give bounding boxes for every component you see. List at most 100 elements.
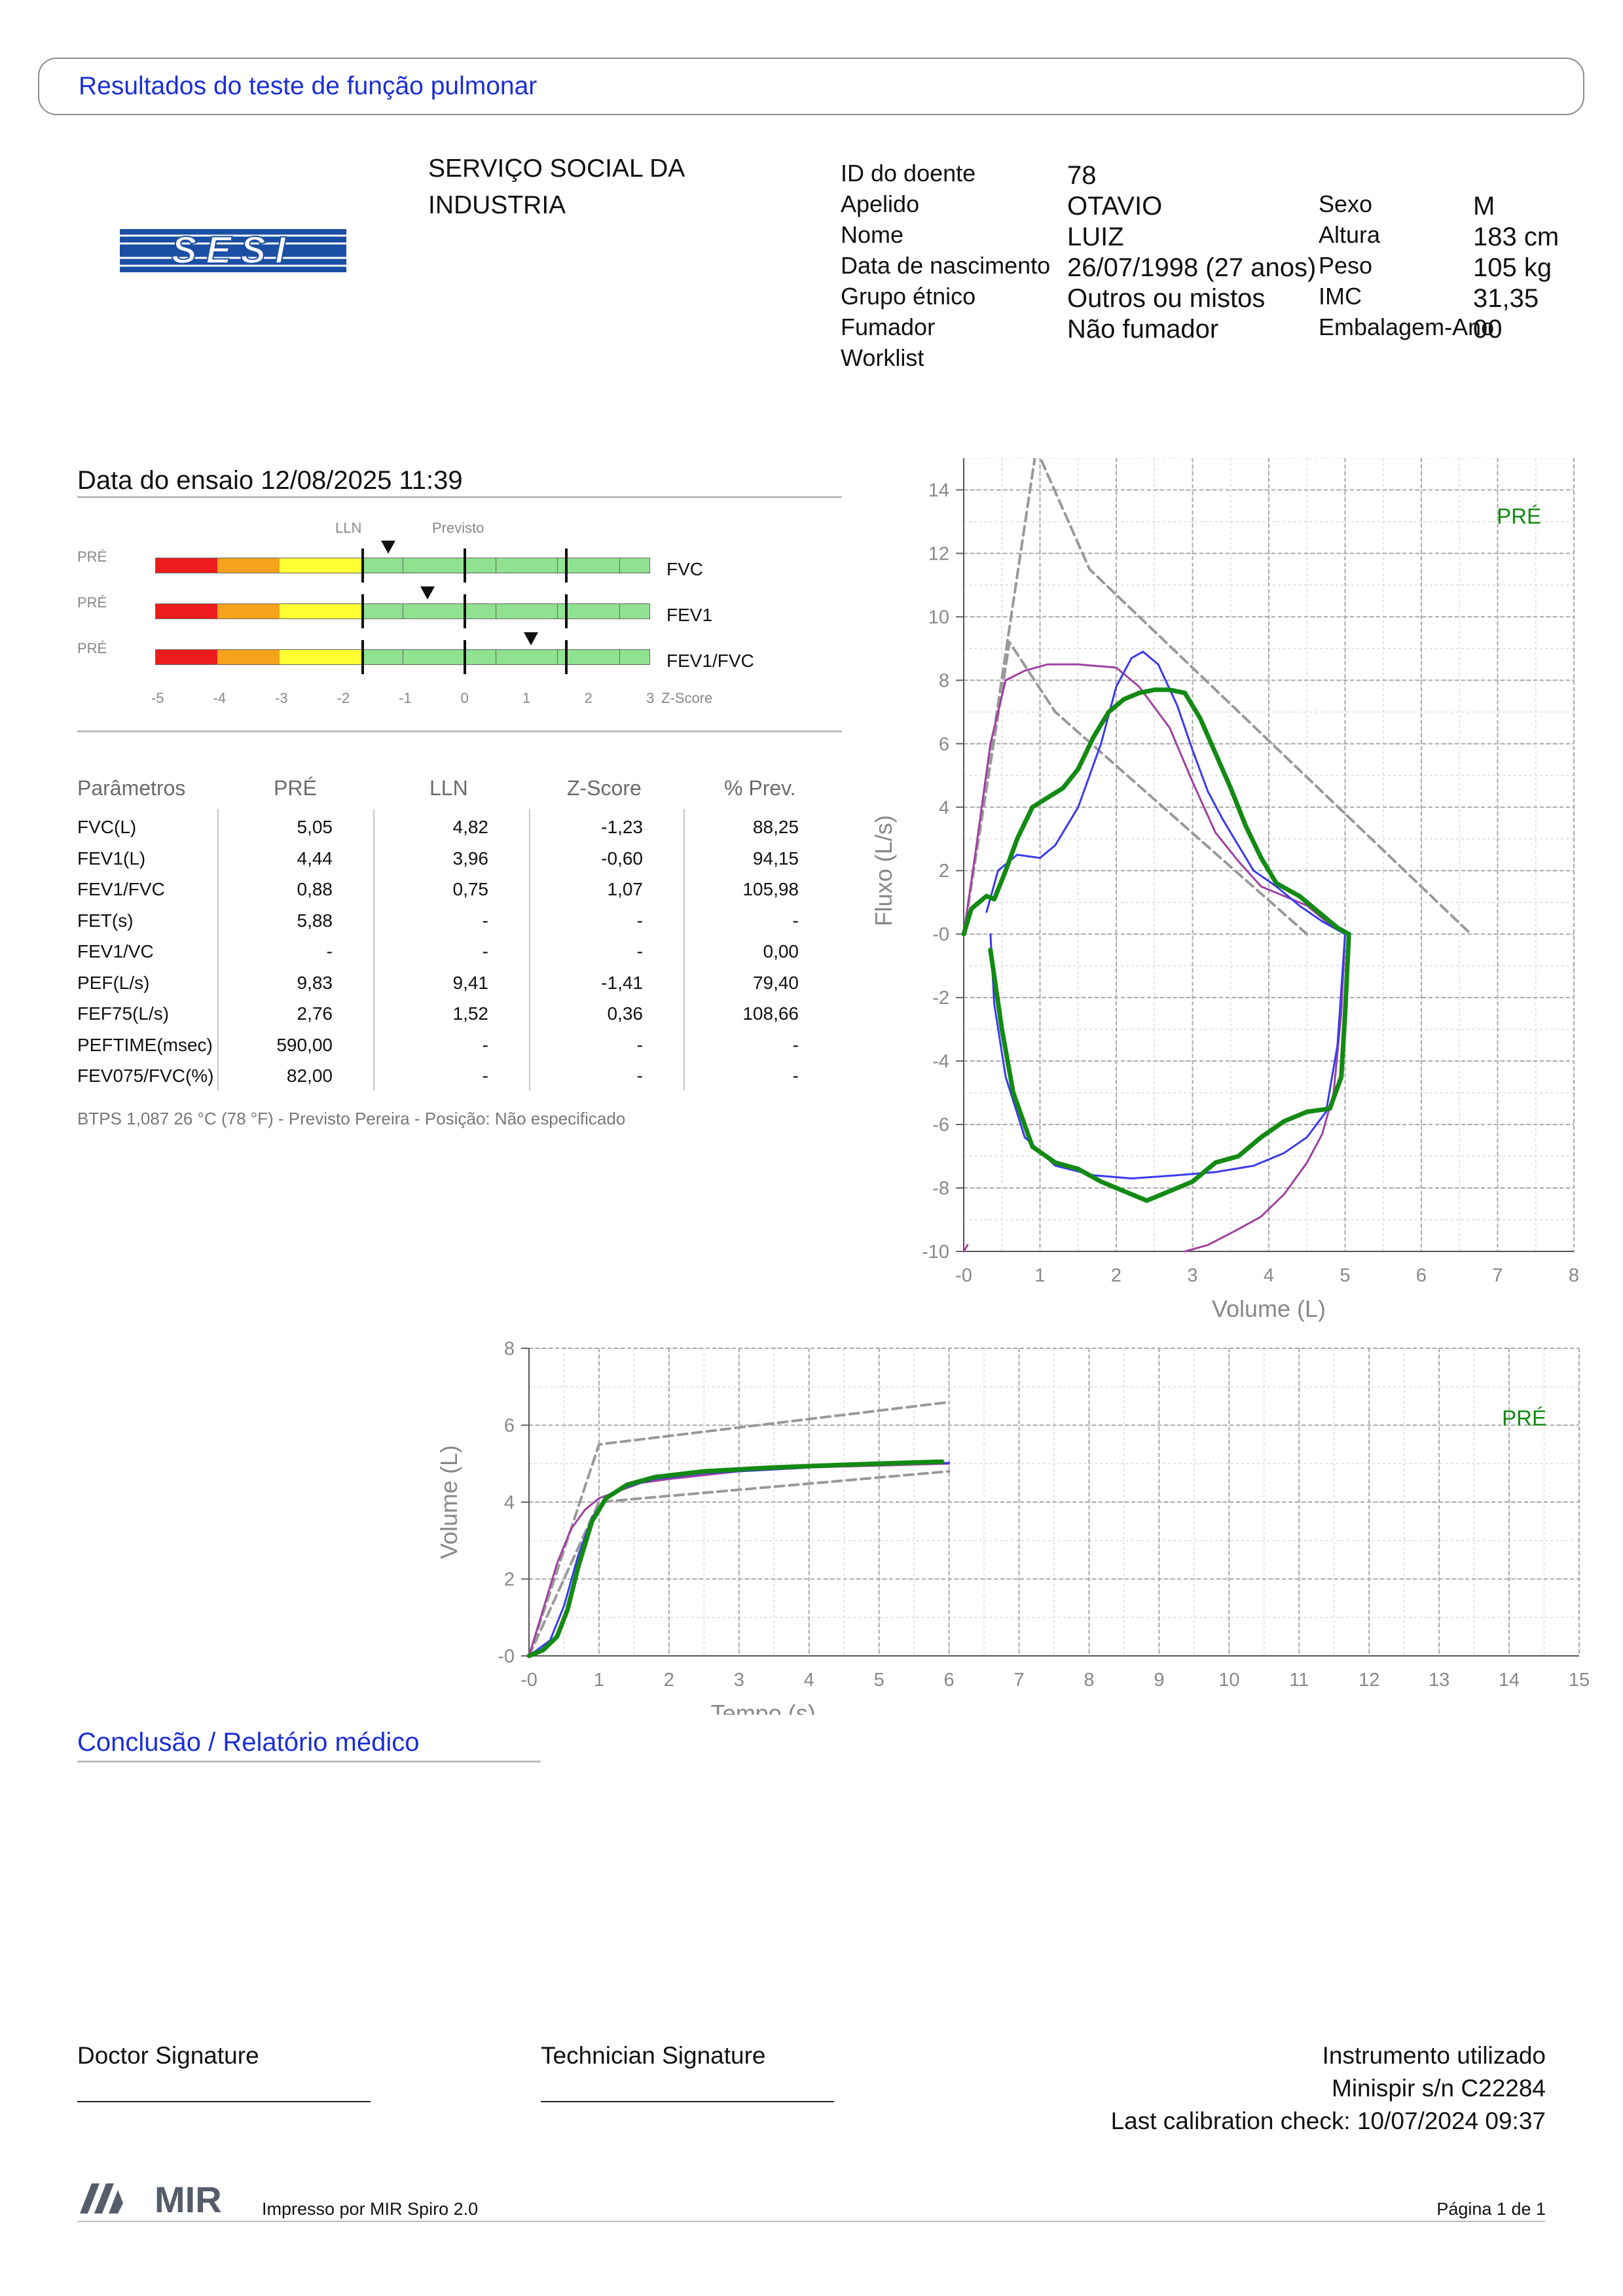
- patient-field-label: Nome: [841, 221, 904, 248]
- table-cell: 2,76: [297, 1003, 333, 1024]
- table-column-divider: [684, 809, 685, 1090]
- x-tick-label: 13: [1429, 1670, 1450, 1691]
- zscore-indicator-icon: [523, 632, 538, 645]
- table-cell: -: [636, 1066, 643, 1086]
- lln-label: LLN: [335, 520, 362, 536]
- table-cell: PEF(L/s): [77, 972, 150, 993]
- x-tick-label: 1: [1034, 1265, 1045, 1286]
- zscore-indicator-icon: [381, 541, 396, 554]
- table-cell: -: [326, 941, 333, 961]
- bar-phase-label: PRÉ: [77, 594, 107, 611]
- report-title: Resultados do teste de função pulmonar: [79, 72, 538, 100]
- trial-curve: [1184, 933, 1346, 1253]
- bar-phase-label: PRÉ: [77, 640, 107, 656]
- patient-field-value: Não fumador: [1067, 315, 1219, 344]
- table-cell: 0,00: [763, 941, 799, 961]
- bar-marker: [361, 548, 365, 583]
- table-cell: -1,41: [601, 972, 643, 993]
- table-cell: -: [482, 910, 488, 931]
- patient-field-label: Worklist: [841, 344, 924, 371]
- mir-logo-text: MIR: [155, 2179, 222, 2217]
- bar-gridline: [619, 558, 620, 573]
- x-axis-title: Volume (L): [1212, 1295, 1326, 1322]
- table-column-divider: [373, 809, 374, 1090]
- y-tick-label: -0: [498, 1646, 515, 1667]
- trial-curve: [962, 663, 1346, 935]
- x-tick-label: 8: [1569, 1265, 1579, 1286]
- patient-field-label: IMC: [1319, 283, 1362, 310]
- bar-marker: [463, 548, 466, 583]
- bar-name: FEV1/FVC: [666, 651, 754, 671]
- chart-legend-label: PRÉ: [1497, 504, 1541, 528]
- y-tick-label: 2: [504, 1570, 515, 1590]
- table-cell: 79,40: [752, 972, 799, 993]
- patient-field-value: 26/07/1998 (27 anos): [1067, 253, 1317, 282]
- divider: [77, 730, 842, 732]
- best-trial-curve: [961, 687, 1351, 937]
- table-header: PRÉ: [274, 776, 317, 800]
- bar-name: FEV1: [666, 605, 713, 625]
- best-trial-curve: [988, 931, 1351, 1203]
- table-cell: 1,07: [607, 879, 644, 899]
- patient-field-label: Grupo étnico: [841, 283, 976, 310]
- table-cell: -: [792, 910, 799, 931]
- patient-field-value: 00: [1473, 315, 1503, 344]
- x-tick-label: 10: [1218, 1670, 1239, 1691]
- predicted-curve: [528, 1470, 951, 1657]
- table-cell: FEV075/FVC(%): [77, 1066, 214, 1086]
- patient-field-value: M: [1473, 192, 1495, 221]
- conclusion-title: Conclusão / Relatório médico: [77, 1728, 420, 1757]
- y-tick-label: 8: [504, 1338, 515, 1359]
- patient-field-value: Outros ou mistos: [1067, 284, 1266, 313]
- bar-marker: [564, 594, 568, 628]
- table-cell: 590,00: [276, 1034, 333, 1055]
- table-cell: FEV1/VC: [77, 941, 154, 961]
- x-tick-label: 6: [1416, 1265, 1427, 1286]
- x-tick-label: 5: [874, 1670, 884, 1691]
- divider: [77, 1761, 541, 1763]
- table-cell: -: [792, 1066, 799, 1086]
- patient-field-label: ID do doente: [841, 160, 976, 187]
- bar-gridline: [619, 603, 620, 619]
- x-tick-label: 14: [1499, 1670, 1520, 1691]
- table-cell: 94,15: [752, 848, 799, 869]
- table-cell: 0,88: [297, 879, 333, 899]
- best-trial-curve: [526, 1459, 945, 1659]
- zscore-tick: 1: [522, 690, 531, 706]
- y-tick-label: -6: [932, 1115, 949, 1136]
- bar-gridline: [557, 603, 558, 619]
- btps-note: BTPS 1,087 26 °C (78 °F) - Previsto Pere…: [77, 1109, 626, 1128]
- zscore-tick: 0: [460, 690, 469, 706]
- table-cell: 0,75: [452, 879, 489, 899]
- y-tick-label: -0: [932, 924, 949, 945]
- table-cell: FVC(L): [77, 817, 137, 837]
- trial-curve: [985, 651, 1346, 935]
- chart-legend-label: PRÉ: [1502, 1406, 1546, 1430]
- patient-field-label: Altura: [1319, 221, 1381, 248]
- patient-field-label: Sexo: [1319, 190, 1373, 217]
- bar-phase-label: PRÉ: [77, 548, 107, 565]
- zscore-tick: -4: [213, 690, 227, 706]
- bar-marker: [564, 640, 568, 674]
- patient-field-label: Apelido: [841, 190, 920, 217]
- x-tick-label: 7: [1492, 1265, 1503, 1286]
- zscore-tick: -2: [337, 690, 350, 706]
- patient-field-label: Embalagem-Ano: [1319, 314, 1495, 340]
- printed-by: Impresso por MIR Spiro 2.0: [262, 2199, 479, 2219]
- bar-gridline: [619, 649, 620, 665]
- bar-name: FVC: [666, 559, 703, 579]
- mir-logo: MIR: [80, 2179, 222, 2217]
- predicted-curve: [962, 458, 1472, 936]
- y-axis-title: Volume (L): [435, 1445, 462, 1559]
- x-tick-label: -0: [520, 1670, 538, 1691]
- table-cell: 0,36: [607, 1003, 644, 1024]
- x-tick-label: -0: [955, 1265, 972, 1286]
- zscore-indicator-icon: [420, 586, 435, 600]
- table-cell: FEF75(L/s): [77, 1003, 170, 1024]
- footer-divider: [77, 2221, 1545, 2222]
- table-cell: 105,98: [742, 879, 799, 899]
- zscore-tick: -1: [399, 690, 412, 706]
- patient-field-label: Peso: [1319, 252, 1373, 279]
- table-cell: -: [482, 1066, 488, 1086]
